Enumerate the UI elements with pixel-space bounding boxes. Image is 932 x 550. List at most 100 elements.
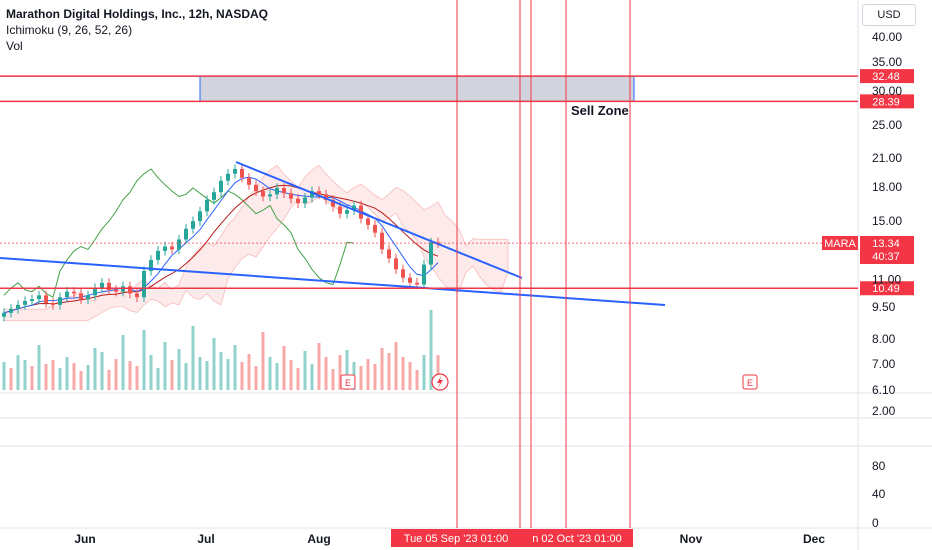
volume-bar [149,355,153,390]
volume-bar [310,364,314,390]
volume-bar [247,354,251,390]
volume-bar [65,357,69,390]
price-label-countdown: 40:37 [872,251,900,263]
volume-bar [128,361,132,390]
volume-bar [233,345,237,390]
candle-body [373,224,377,233]
volume-bar [44,364,48,390]
candle-body [254,184,258,192]
candle-body [93,288,97,296]
candle-body [72,291,76,294]
candle-body [128,286,132,294]
volume-bar [121,335,125,390]
candle-body [30,299,34,302]
candle-body [317,191,321,195]
time-tick: Aug [307,532,330,546]
candle-body [247,177,251,185]
volume-bar [338,355,342,390]
volume-bar [226,359,230,390]
volume-bar [86,365,90,390]
candle-body [408,277,412,283]
candle-body [296,198,300,204]
price-tick: 30.00 [872,84,902,98]
price-tick: 7.00 [872,357,896,371]
horizontal-level-label: 10.49 [872,283,900,295]
candle-body [282,187,286,194]
volume-bar [37,345,41,390]
time-tick: Dec [803,532,825,546]
volume-bar [212,338,216,390]
candle-body [184,228,188,240]
time-tick: Nov [680,532,703,546]
volume-bar [275,363,279,390]
candle-body [44,295,48,303]
volume-bar [429,310,433,390]
price-tick: 35.00 [872,55,902,69]
volume-bar [114,359,118,390]
volume-bar [9,368,13,390]
candle-body [289,193,293,199]
candle-body [177,239,181,250]
price-tick: 25.00 [872,118,902,132]
lightning-bolt-icon [437,376,443,388]
volume-indicator-label[interactable]: Vol [6,39,23,53]
volume-bar [156,368,160,390]
candle-body [338,206,342,214]
volume-bar [415,370,419,390]
candle-body [37,295,41,300]
indicator-tick: 2.00 [872,404,896,418]
symbol-label-bg [822,236,858,250]
volume-bar [373,364,377,390]
candle-body [345,210,349,214]
candle-body [268,194,272,197]
date-label-bg [391,529,521,547]
volume-bar [163,342,167,390]
volume-bar [198,357,202,390]
price-tick: 8.00 [872,332,896,346]
price-tick: 40.00 [872,30,902,44]
price-tick: 21.00 [872,151,902,165]
candle-body [331,199,335,207]
volume-bar [135,366,139,390]
earnings-marker-label: E [747,378,753,388]
date-label-bg [521,529,633,547]
sell-zone-label: Sell Zone [571,103,629,118]
currency-button[interactable]: USD [862,4,916,26]
volume-bar [79,371,83,390]
volume-bar [177,349,181,390]
price-tick: 18.00 [872,180,902,194]
candle-body [198,211,202,222]
candle-body [233,168,237,174]
ichimoku-indicator-label[interactable]: Ichimoku (9, 26, 52, 26) [6,23,133,37]
horizontal-level-label: 32.48 [872,71,900,83]
volume-bar [303,351,307,390]
volume-bar [254,366,258,390]
tenkan-line [3,176,439,314]
candle-body [226,173,230,181]
candle-body [275,187,279,195]
volume-bar [324,357,328,390]
volume-bar [394,342,398,390]
time-tick: Jul [197,532,214,546]
time-tick: Jun [74,532,95,546]
candle-body [261,191,265,197]
candle-body [107,282,111,290]
volume-bar [366,359,370,390]
volume-bar [184,363,188,390]
candle-body [170,246,174,250]
price-tick: 6.10 [872,383,896,397]
volume-tick: 40 [872,487,886,501]
candle-body [23,301,27,305]
horizontal-level-label: 28.39 [872,96,900,108]
candle-body [401,269,405,278]
volume-bar [107,370,111,390]
price-tick: 9.50 [872,300,896,314]
horizontal-level-label-bg [860,94,914,109]
candle-body [142,270,146,298]
candle-body [394,258,398,270]
volume-bar [401,357,405,390]
candle-body [422,264,426,285]
trendline-lower [0,257,666,306]
earnings-marker-icon [742,374,758,390]
